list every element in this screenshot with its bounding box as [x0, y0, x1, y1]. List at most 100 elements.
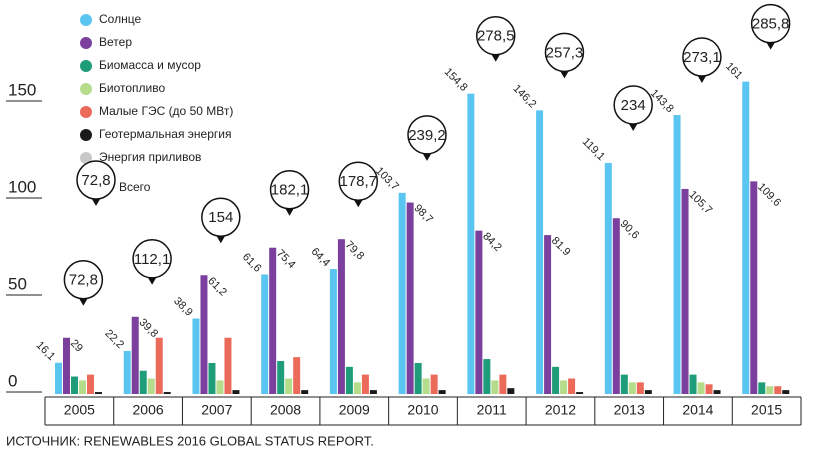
bar: [224, 337, 232, 394]
bar: [285, 378, 293, 394]
bar: [758, 382, 766, 394]
legend-swatch: [80, 37, 92, 49]
value-label: 64,4: [309, 246, 333, 270]
legend-label: Солнце: [99, 12, 141, 26]
bar: [208, 362, 216, 394]
bar: [612, 218, 620, 394]
bar: [232, 390, 240, 394]
x-tick-label: 2013: [614, 402, 645, 418]
bar: [139, 370, 147, 394]
bar: [414, 362, 422, 394]
legend-swatch: [80, 60, 92, 72]
value-label: 29: [68, 337, 85, 354]
bar: [406, 202, 414, 394]
bar: [63, 337, 70, 394]
value-label: 22,2: [102, 327, 126, 351]
total-bubble: [201, 197, 241, 238]
bar: [560, 380, 568, 394]
value-label: 75,4: [274, 247, 298, 271]
bar: [277, 361, 285, 394]
bar: [705, 384, 713, 394]
value-label: 105,7: [686, 189, 714, 217]
legend-label: Биомасса и мусор: [99, 58, 201, 72]
x-tick-label: 2007: [201, 402, 232, 418]
legend-swatch: [80, 129, 92, 141]
legend-swatch: [80, 83, 92, 95]
total-bubble: [613, 85, 653, 125]
total-label: 154: [208, 209, 233, 226]
source: ИСТОЧНИК: RENEWABLES 2016 GLOBAL STATUS …: [6, 433, 374, 448]
value-label: 81.9: [549, 235, 573, 259]
bar: [673, 115, 681, 394]
value-label: 146,2: [510, 83, 538, 111]
bar: [782, 390, 790, 394]
value-label: 38,9: [171, 295, 195, 319]
x-tick-label: 2010: [407, 402, 438, 418]
total-bubble: [475, 15, 516, 56]
y-tick-label: 0: [8, 371, 17, 390]
total-label: 278,5: [477, 28, 515, 45]
bar: [766, 386, 774, 394]
total-bubble: [682, 37, 722, 77]
legend-label: Ветер: [99, 35, 132, 49]
total-label: 72,8: [69, 272, 98, 289]
bar: [422, 378, 430, 394]
bar: [491, 380, 499, 394]
bar: [774, 386, 782, 394]
value-label: 16,1: [34, 339, 58, 363]
value-label: 119,1: [580, 136, 607, 163]
y-tick-label: 150: [8, 80, 36, 99]
bar: [475, 230, 483, 394]
value-label: 109.6: [755, 181, 783, 209]
bar: [329, 269, 337, 394]
bar: [576, 392, 584, 394]
value-label: 61,2: [205, 275, 229, 299]
bar: [644, 390, 652, 394]
bar: [742, 81, 750, 394]
bar: [269, 247, 277, 394]
bar: [713, 390, 721, 394]
legend-swatch: [80, 106, 92, 118]
bar: [544, 235, 552, 394]
bar: [689, 374, 697, 394]
total-label: 273,1: [683, 49, 721, 66]
value-label: 90,6: [618, 218, 642, 242]
total-label: 257,3: [546, 44, 584, 61]
bar: [438, 390, 446, 394]
bar: [507, 388, 515, 394]
bar: [192, 318, 200, 394]
x-tick-label: 2008: [270, 402, 301, 418]
total-label: 112,1: [134, 251, 170, 268]
legend-swatch: [80, 152, 92, 164]
bar: [568, 378, 576, 394]
x-tick-label: 2012: [545, 402, 576, 418]
total-bubble: [750, 3, 791, 44]
x-tick-label: 2005: [64, 402, 95, 418]
bar: [261, 274, 269, 394]
bar: [620, 374, 628, 394]
total-bubble: [407, 115, 447, 155]
bar: [536, 110, 544, 394]
total-label: 285,8: [752, 16, 790, 33]
bar: [337, 239, 345, 394]
total-bubble: [338, 161, 379, 201]
bar: [483, 359, 491, 394]
legend-swatch: [80, 14, 92, 26]
x-tick-label: 2006: [133, 402, 164, 418]
bar: [552, 366, 560, 394]
total-bubble: [76, 160, 116, 200]
legend-total-label: Всего: [119, 180, 151, 194]
total-label: 178,7: [339, 173, 377, 190]
bar: [697, 382, 705, 394]
bar: [123, 350, 131, 394]
bar: [430, 374, 438, 394]
bar: [345, 366, 353, 394]
total-bubble: [63, 259, 104, 300]
total-label: 182,1: [271, 182, 309, 199]
legend-total-value: 72,8: [81, 172, 110, 189]
value-label: 61,6: [240, 251, 264, 275]
legend-label: Энергия приливов: [99, 150, 201, 164]
x-tick-label: 2011: [477, 402, 507, 418]
bar: [636, 382, 644, 394]
total-bubble: [544, 32, 585, 73]
